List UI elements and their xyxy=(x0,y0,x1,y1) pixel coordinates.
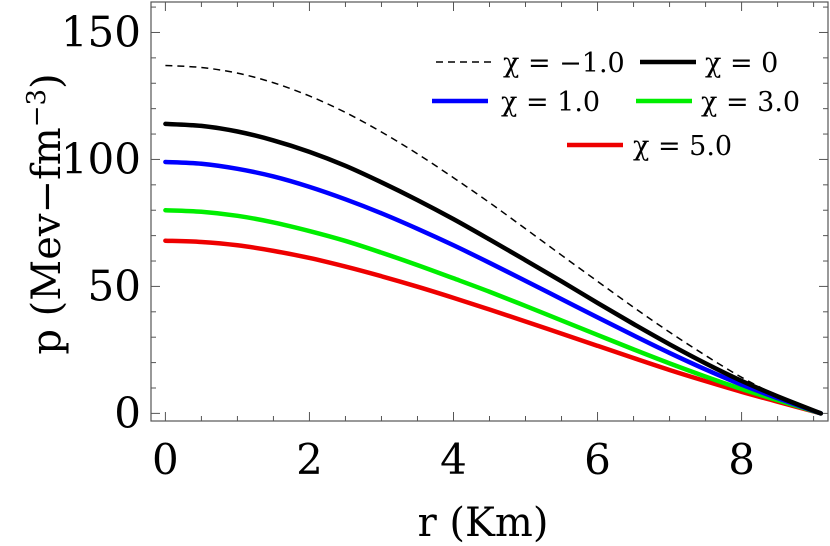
legend-label-chi-1: χ = 1.0 xyxy=(501,87,600,118)
x-tick-label: 4 xyxy=(440,435,467,484)
x-tick-label: 8 xyxy=(728,435,755,484)
y-axis-title: p (Mev−fm−3) xyxy=(22,73,70,354)
y-tick-label: 150 xyxy=(61,7,141,56)
series-line-chi-5 xyxy=(163,238,824,416)
y-tick-label: 0 xyxy=(114,388,141,437)
ticks xyxy=(151,2,828,421)
x-axis-title: r (Km) xyxy=(418,500,549,546)
x-tick-label: 2 xyxy=(296,435,323,484)
y-tick-label: 50 xyxy=(88,261,141,310)
y-axis-title-close: ) xyxy=(24,73,70,89)
series-line-chi-1 xyxy=(163,159,824,416)
tick-labels: 0 2 4 6 8 0 50 100 150 xyxy=(61,7,755,484)
series-line-chi-0 xyxy=(163,121,824,416)
series-line-chi-3 xyxy=(163,207,824,416)
legend-label-chi-5: χ = 5.0 xyxy=(633,131,732,162)
y-tick-label: 100 xyxy=(61,134,141,183)
y-axis-title-exponent: −3 xyxy=(22,89,52,127)
x-tick-label: 6 xyxy=(584,435,611,484)
x-tick-label: 0 xyxy=(152,435,179,484)
legend-label-chi-0: χ = 0 xyxy=(705,48,778,79)
legend-label-chi-minus-1: χ = −1.0 xyxy=(503,48,625,79)
series-line-chi-minus-1 xyxy=(165,64,822,415)
legend: χ = −1.0 χ = 0 χ = 1.0 χ = 3.0 χ = 5.0 xyxy=(432,48,800,162)
series-layer xyxy=(163,64,824,416)
legend-label-chi-3: χ = 3.0 xyxy=(701,87,800,118)
